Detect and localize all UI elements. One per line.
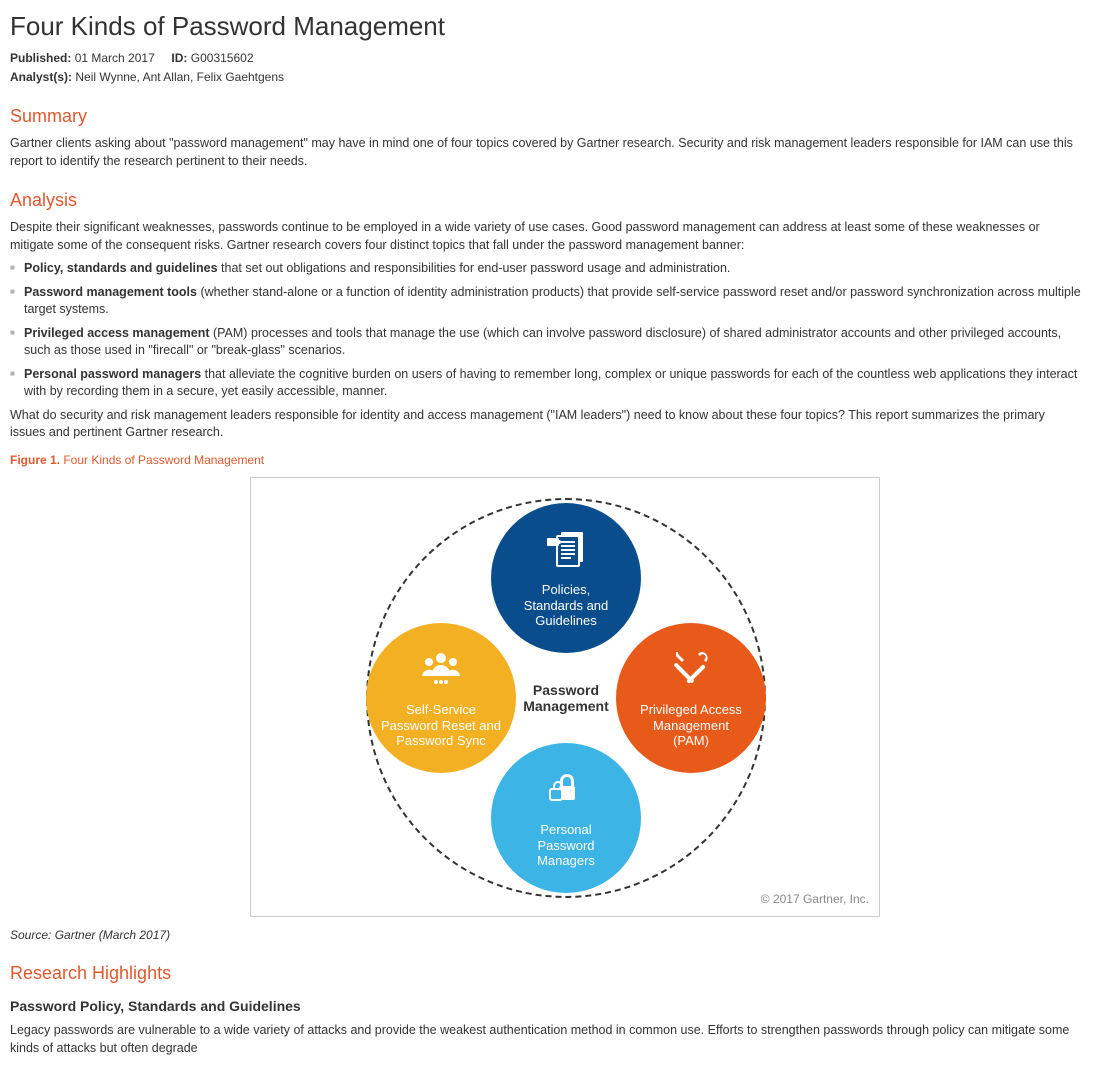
page-title: Four Kinds of Password Management [10, 8, 1083, 44]
analysts-value: Neil Wynne, Ant Allan, Felix Gaehtgens [75, 70, 284, 84]
research-heading: Research Highlights [10, 961, 1083, 986]
figure-caption-rest: Four Kinds of Password Management [60, 453, 264, 467]
node-label-line: Password [537, 838, 594, 854]
bullet-bold: Password management tools [24, 285, 197, 299]
people-icon [418, 646, 464, 696]
figure-box: © 2017 Gartner, Inc. PasswordManagementP… [250, 477, 880, 917]
published-label: Published: [10, 51, 71, 65]
figure-caption: Figure 1. Four Kinds of Password Managem… [10, 452, 1083, 469]
center-label-l1: Password [533, 682, 599, 698]
node-label-line: Password Reset and [381, 718, 501, 734]
document-icon [543, 526, 589, 576]
published-value: 01 March 2017 [75, 51, 155, 65]
bullet-item: Password management tools (whether stand… [10, 284, 1083, 319]
bullet-item: Personal password managers that alleviat… [10, 366, 1083, 401]
meta-line-1: Published: 01 March 2017 ID: G00315602 [10, 50, 1083, 67]
node-label-line: Password Sync [396, 733, 486, 749]
id-value: G00315602 [191, 51, 254, 65]
bullet-bold: Privileged access management [24, 326, 210, 340]
analysis-intro: Despite their significant weaknesses, pa… [10, 219, 1083, 254]
node-right: Privileged AccessManagement(PAM) [616, 623, 766, 773]
node-label-line: Personal [540, 822, 591, 838]
summary-text: Gartner clients asking about "password m… [10, 135, 1083, 170]
node-label-line: Policies, [542, 582, 590, 598]
node-bottom: PersonalPasswordManagers [491, 743, 641, 893]
analysis-outro: What do security and risk management lea… [10, 407, 1083, 442]
id-label: ID: [171, 51, 187, 65]
source-text: Source: Gartner (March 2017) [10, 927, 1083, 944]
bullet-rest: that set out obligations and responsibil… [218, 261, 731, 275]
analysis-bullets: Policy, standards and guidelines that se… [10, 260, 1083, 401]
node-label-line: Guidelines [535, 613, 596, 629]
bullet-item: Policy, standards and guidelines that se… [10, 260, 1083, 278]
bullet-bold: Policy, standards and guidelines [24, 261, 218, 275]
bullet-bold: Personal password managers [24, 367, 201, 381]
figure-caption-bold: Figure 1. [10, 453, 60, 467]
center-label-l2: Management [523, 698, 609, 714]
research-text: Legacy passwords are vulnerable to a wid… [10, 1022, 1083, 1057]
node-label-line: Management [653, 718, 729, 734]
figure-copyright: © 2017 Gartner, Inc. [761, 891, 869, 908]
meta-line-2: Analyst(s): Neil Wynne, Ant Allan, Felix… [10, 69, 1083, 86]
analysts-label: Analyst(s): [10, 70, 72, 84]
research-subheading: Password Policy, Standards and Guideline… [10, 997, 1083, 1017]
lock-icon [543, 766, 589, 816]
analysis-heading: Analysis [10, 188, 1083, 213]
bullet-item: Privileged access management (PAM) proce… [10, 325, 1083, 360]
node-label-line: Managers [537, 853, 595, 869]
node-left: Self-ServicePassword Reset andPassword S… [366, 623, 516, 773]
node-label-line: (PAM) [673, 733, 709, 749]
node-label-line: Self-Service [406, 702, 476, 718]
tools-icon [668, 646, 714, 696]
node-top: Policies,Standards andGuidelines [491, 503, 641, 653]
node-label-line: Standards and [524, 598, 609, 614]
summary-heading: Summary [10, 104, 1083, 129]
center-label: PasswordManagement [516, 682, 616, 716]
node-label-line: Privileged Access [640, 702, 742, 718]
